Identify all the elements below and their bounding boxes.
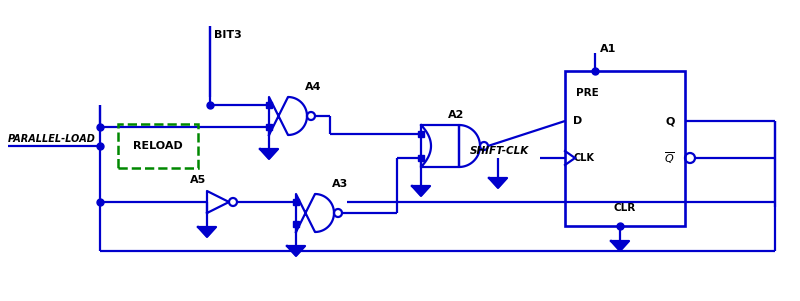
Bar xyxy=(565,71,685,226)
Bar xyxy=(293,221,299,227)
Bar xyxy=(266,102,272,108)
Text: SHIFT-CLK: SHIFT-CLK xyxy=(470,146,530,156)
Bar xyxy=(418,155,424,161)
Text: PRE: PRE xyxy=(576,88,598,98)
Text: D: D xyxy=(573,116,582,126)
Polygon shape xyxy=(198,227,216,237)
Text: PARALLEL-LOAD: PARALLEL-LOAD xyxy=(8,134,96,144)
Polygon shape xyxy=(489,178,507,188)
Text: $\overline{Q}$: $\overline{Q}$ xyxy=(664,150,675,166)
Polygon shape xyxy=(260,149,278,159)
Polygon shape xyxy=(287,246,305,256)
Text: A4: A4 xyxy=(305,82,322,92)
Bar xyxy=(266,124,272,130)
Text: CLK: CLK xyxy=(573,153,594,163)
Text: A5: A5 xyxy=(190,175,206,185)
Text: A2: A2 xyxy=(448,110,464,120)
Text: A1: A1 xyxy=(600,44,616,54)
Bar xyxy=(418,131,424,137)
Polygon shape xyxy=(412,186,430,196)
Bar xyxy=(293,199,299,205)
Text: CLR: CLR xyxy=(614,203,636,213)
Polygon shape xyxy=(611,241,629,251)
Text: Q: Q xyxy=(666,116,675,126)
Text: A3: A3 xyxy=(332,179,348,189)
Text: BIT3: BIT3 xyxy=(214,30,242,40)
Text: RELOAD: RELOAD xyxy=(133,141,183,151)
